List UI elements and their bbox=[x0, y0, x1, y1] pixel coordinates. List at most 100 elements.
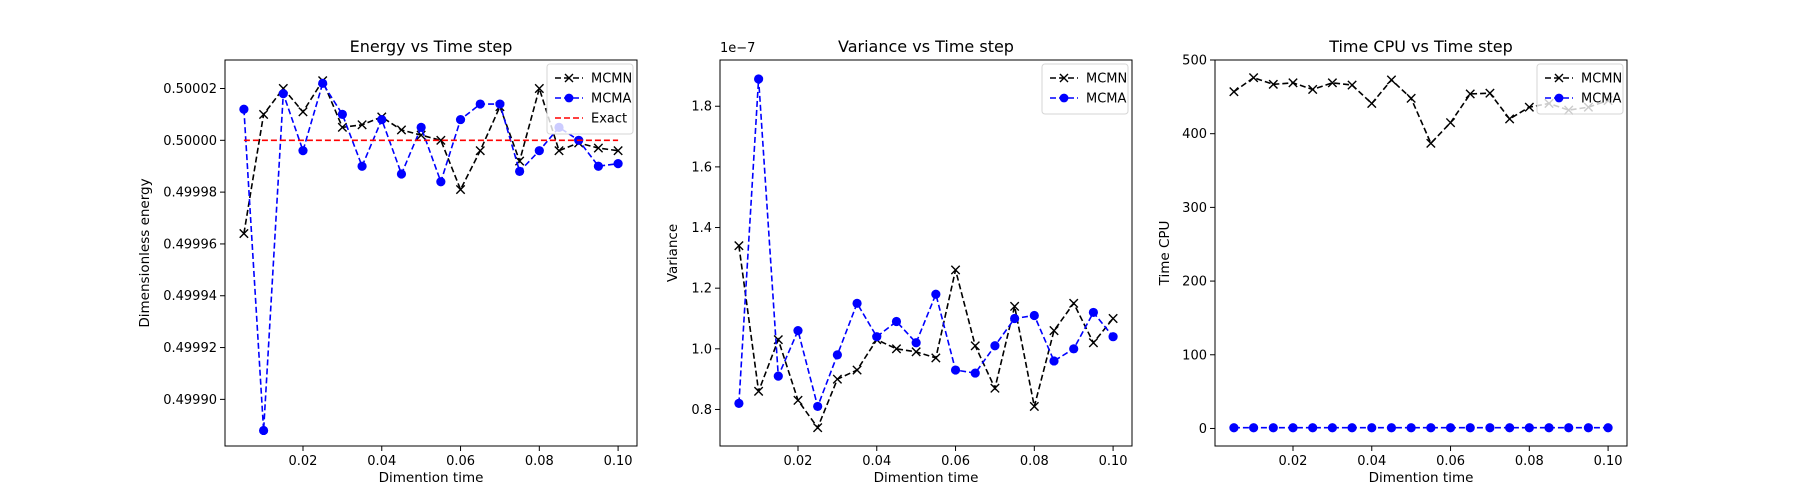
data-point bbox=[1108, 313, 1118, 324]
legend-marker bbox=[564, 73, 574, 83]
y-tick-label: 0.49992 bbox=[163, 341, 217, 356]
data-point bbox=[436, 177, 446, 187]
data-point bbox=[239, 228, 249, 239]
data-point bbox=[1386, 423, 1397, 433]
data-point bbox=[396, 169, 407, 179]
data-point bbox=[1268, 79, 1278, 90]
series-line bbox=[738, 78, 1114, 410]
data-point bbox=[593, 161, 603, 171]
legend-label: MCMA bbox=[591, 92, 632, 107]
y-tick-label: 0.49990 bbox=[163, 393, 217, 408]
legend: MCMN MCMA Exact bbox=[546, 63, 634, 135]
data-point bbox=[455, 114, 466, 125]
data-point bbox=[793, 395, 803, 406]
data-point bbox=[1603, 423, 1613, 433]
y-tick-label: 0.50002 bbox=[163, 82, 217, 97]
data-point bbox=[911, 347, 921, 357]
data-point bbox=[1347, 80, 1357, 90]
x-tick-label: 0.10 bbox=[1099, 454, 1128, 469]
data-point bbox=[1465, 89, 1475, 99]
x-axis-label: Dimention time bbox=[1369, 470, 1474, 486]
data-point bbox=[832, 374, 843, 384]
data-point bbox=[1108, 332, 1118, 342]
y-tick-label: 100 bbox=[1182, 348, 1207, 363]
chart-panel-1: Energy vs Time step 0.02 0.04 0.06 0.08 0.10 0… bbox=[137, 37, 638, 486]
data-point bbox=[495, 99, 505, 109]
data-point bbox=[416, 122, 426, 132]
data-point bbox=[1088, 338, 1099, 348]
x-tick-label: 0.08 bbox=[525, 454, 554, 469]
y-axis-label: Dimensionless energy bbox=[137, 178, 153, 327]
data-point bbox=[754, 74, 764, 84]
legend-marker bbox=[1554, 93, 1564, 103]
data-point bbox=[852, 298, 862, 308]
data-point bbox=[1010, 313, 1020, 324]
y-axis-label: Time CPU bbox=[1157, 221, 1173, 287]
data-point bbox=[1307, 84, 1318, 95]
data-point bbox=[931, 353, 941, 363]
data-point bbox=[1308, 423, 1318, 433]
data-point bbox=[357, 120, 367, 130]
y-tick-label: 0.49996 bbox=[163, 237, 217, 252]
y-tick-label: 0.8 bbox=[691, 403, 712, 418]
legend-box bbox=[546, 63, 634, 135]
data-point bbox=[1229, 423, 1239, 433]
y-offset-text: 1e−7 bbox=[720, 41, 755, 56]
data-point bbox=[950, 265, 961, 275]
x-tick-label: 0.10 bbox=[1594, 454, 1623, 469]
data-point bbox=[1583, 423, 1593, 433]
data-point bbox=[1049, 325, 1059, 336]
data-point bbox=[1288, 423, 1298, 433]
data-point bbox=[1049, 356, 1059, 366]
data-point bbox=[1029, 310, 1039, 321]
legend-label: MCMN bbox=[591, 72, 632, 87]
data-point bbox=[872, 332, 882, 342]
data-point bbox=[1465, 423, 1475, 433]
legend-label: MCMA bbox=[1581, 92, 1622, 107]
data-point bbox=[1564, 423, 1574, 433]
data-point bbox=[1524, 102, 1535, 112]
plot-frame bbox=[224, 59, 638, 447]
data-point bbox=[1069, 298, 1079, 309]
y-tick-label: 0.49998 bbox=[163, 186, 217, 201]
data-point bbox=[1544, 423, 1554, 433]
data-point bbox=[357, 161, 367, 171]
plot-frame bbox=[719, 59, 1133, 447]
x-tick-label: 0.06 bbox=[446, 454, 475, 469]
legend-marker bbox=[564, 93, 574, 103]
y-axis-label: Variance bbox=[665, 224, 681, 282]
data-point bbox=[239, 104, 249, 114]
data-point bbox=[813, 401, 823, 412]
data-point bbox=[1009, 301, 1020, 312]
legend-label: MCMA bbox=[1086, 92, 1127, 107]
data-point bbox=[1268, 423, 1278, 433]
data-point bbox=[337, 109, 347, 120]
data-point bbox=[852, 365, 862, 375]
y-tick-label: 500 bbox=[1182, 54, 1207, 69]
series-line bbox=[738, 245, 1114, 430]
data-point bbox=[793, 326, 803, 336]
chart-panel-3: Time CPU vs Time step 0.02 0.04 0.06 0.08 0.1… bbox=[1157, 37, 1628, 486]
data-point bbox=[1386, 75, 1397, 85]
data-point bbox=[1288, 78, 1298, 88]
data-point bbox=[990, 383, 1000, 393]
data-point bbox=[773, 371, 783, 381]
plot-frame bbox=[1214, 59, 1628, 447]
data-point bbox=[534, 83, 545, 94]
y-tick-label: 1.8 bbox=[691, 100, 712, 115]
data-point bbox=[475, 145, 485, 156]
y-tick-label: 0.49994 bbox=[163, 289, 217, 304]
data-point bbox=[950, 365, 961, 375]
y-tick-label: 1.2 bbox=[691, 282, 712, 297]
data-point bbox=[1426, 138, 1436, 148]
x-tick-label: 0.08 bbox=[1515, 454, 1544, 469]
data-point bbox=[812, 422, 823, 433]
series-mcma bbox=[734, 74, 1118, 412]
x-tick-label: 0.04 bbox=[862, 454, 891, 469]
data-point bbox=[534, 146, 544, 156]
data-point bbox=[396, 125, 407, 135]
y-tick-label: 1.4 bbox=[691, 221, 712, 236]
data-point bbox=[1229, 86, 1239, 97]
series-mcmn bbox=[734, 241, 1118, 433]
legend-label: Exact bbox=[591, 112, 627, 127]
